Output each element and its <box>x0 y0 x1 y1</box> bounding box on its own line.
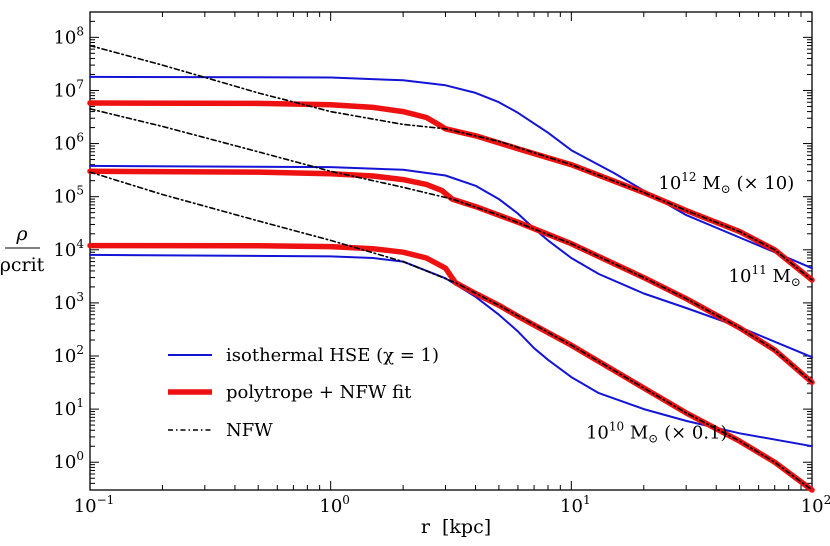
annotations: 1012 M⊙ (× 10) 1011 M⊙ 1010 M⊙ (× 0.1) <box>586 170 801 446</box>
solar-symbol-icon: ⊙ <box>721 182 731 196</box>
y-tick-label: 108 <box>53 24 84 48</box>
solar-symbol-icon: ⊙ <box>648 431 658 445</box>
y-tick-label: 103 <box>53 290 84 314</box>
series-line-iso-2 <box>89 253 813 448</box>
x-axis-label: r [kpc] <box>421 516 491 538</box>
y-tick-label: 102 <box>53 343 84 367</box>
legend-label-iso: isothermal HSE (χ = 1) <box>226 345 439 366</box>
legend: isothermal HSE (χ = 1) polytrope + NFW fi… <box>168 345 439 441</box>
x-tick-label: 102 <box>801 493 830 517</box>
legend-label-poly: polytrope + NFW fit <box>226 382 412 403</box>
y-tick-label: 100 <box>53 449 84 473</box>
y-tick-label: 106 <box>53 131 84 155</box>
mass-label-m12: 1012 M⊙ (× 10) <box>658 170 794 196</box>
series-layer <box>87 44 815 493</box>
plot-frame <box>89 11 813 491</box>
y-tick-label: 107 <box>53 77 84 101</box>
mass-label-m11: 1011 M⊙ <box>729 263 801 289</box>
series-line-nfw-6 <box>89 44 813 281</box>
solar-symbol-icon: ⊙ <box>791 275 801 289</box>
y-label-denominator: ρcrit <box>0 254 45 276</box>
series-line-iso-0 <box>89 75 813 270</box>
y-label-numerator: ρ <box>15 223 28 245</box>
y-axis-label: ρ ρcrit <box>0 223 45 276</box>
y-tick-label: 101 <box>53 396 84 420</box>
y-tick-label: 105 <box>53 184 84 208</box>
x-tick-label: 101 <box>560 493 591 517</box>
series-line-nfw-8 <box>89 171 813 491</box>
mass-label-m10: 1010 M⊙ (× 0.1) <box>586 419 728 445</box>
y-tick-label: 104 <box>53 237 84 261</box>
y-tick-labels: 100 101 102 103 104 105 106 107 108 <box>53 24 84 473</box>
axis-ticks <box>89 11 813 491</box>
x-tick-labels: 10−1 100 101 102 <box>74 493 830 517</box>
x-tick-label: 100 <box>319 493 350 517</box>
series-line-poly-3 <box>87 100 815 283</box>
legend-label-nfw: NFW <box>226 420 273 441</box>
series-line-nfw-7 <box>89 108 813 384</box>
x-tick-label: 10−1 <box>74 493 115 517</box>
